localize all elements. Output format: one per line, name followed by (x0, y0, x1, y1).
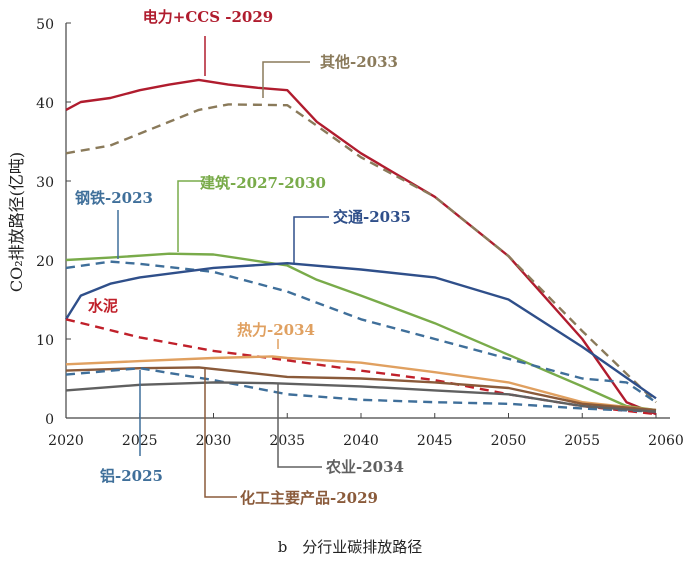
y-tick-label: 10 (36, 333, 54, 349)
leader-line-1 (262, 61, 310, 98)
x-tick-label: 2040 (343, 433, 379, 449)
leader-line-7 (204, 368, 237, 498)
series-line-1 (65, 103, 657, 404)
series-label-9: 农业-2034 (325, 458, 404, 476)
leader-line-9 (277, 383, 322, 468)
x-tick-label: 2060 (648, 433, 684, 449)
series-line-7 (65, 366, 657, 412)
x-tick-label: 2030 (196, 433, 232, 449)
series-label-0: 电力+CCS -2029 (143, 8, 273, 26)
series-label-6: 热力-2034 (237, 321, 315, 339)
x-tick-label: 2020 (48, 433, 84, 449)
series-line-3 (65, 260, 657, 404)
x-tick-label: 2055 (564, 433, 600, 449)
x-tick-label: 2035 (269, 433, 305, 449)
series-line-2 (65, 252, 657, 412)
series-line-6 (65, 355, 657, 412)
series-line-9 (65, 381, 657, 413)
series-label-4: 交通-2035 (333, 208, 411, 226)
y-axis-label: CO₂排放路径(亿吨) (7, 152, 26, 292)
leader-line-2 (177, 180, 202, 252)
x-tick-label: 2045 (417, 433, 453, 449)
series-label-2: 建筑-2027-2030 (200, 174, 326, 192)
series-label-7: 化工主要产品-2029 (240, 489, 378, 507)
leader-line-4 (293, 216, 329, 263)
series-label-1: 其他-2033 (320, 53, 398, 71)
series-line-4 (64, 262, 657, 400)
y-tick-label: 30 (36, 175, 54, 191)
figure-caption: b 分行业碳排放路径 (277, 538, 423, 556)
y-tick-label: 0 (45, 412, 54, 428)
series-label-3: 钢铁-2023 (75, 189, 153, 207)
series-label-5: 水泥 (88, 297, 118, 315)
series-lines (64, 78, 657, 416)
series-line-0 (65, 78, 657, 416)
annotations: 电力+CCS -2029 其他-2033 建筑-2027-2030 钢铁-2023 交通… (75, 8, 411, 507)
y-tick-label: 20 (36, 254, 54, 270)
y-tick-label: 50 (36, 17, 54, 33)
series-label-8: 铝-2025 (100, 467, 163, 485)
y-tick-label: 40 (36, 96, 54, 112)
series-line-8 (65, 367, 657, 413)
x-tick-label: 2050 (491, 433, 527, 449)
